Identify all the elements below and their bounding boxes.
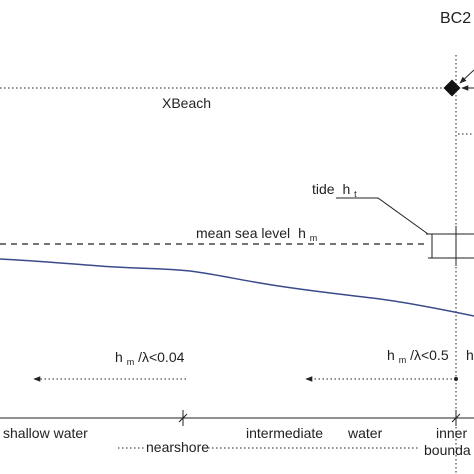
- msl-symbol: h: [298, 225, 306, 241]
- bc2-pointer-line: [459, 69, 474, 84]
- ratio-marker-dot: [454, 377, 458, 381]
- shallow-ratio-subscript: m: [127, 357, 135, 367]
- zone-nearshore: nearshore: [146, 439, 209, 455]
- msl-label: mean sea level h m: [196, 225, 317, 243]
- zone-inner: inner: [436, 425, 467, 441]
- intermediate-ratio-label: h m /λ<0.5: [387, 347, 449, 366]
- zone-shallow-water: shallow water: [3, 425, 88, 441]
- tide-leader-line: [336, 197, 429, 235]
- tide-text: tide: [312, 181, 335, 197]
- msl-subscript: m: [310, 233, 318, 243]
- bc2-diamond-marker: [443, 79, 461, 97]
- intermediate-ratio-subscript: m: [399, 355, 407, 365]
- right-ratio-partial: h: [466, 347, 474, 363]
- zone-boundary: bounda: [424, 442, 471, 458]
- intermediate-ratio-value: /λ<0.5: [410, 347, 449, 363]
- shallow-ratio-value: /λ<0.04: [138, 349, 185, 365]
- xbeach-label: XBeach: [162, 95, 211, 111]
- shallow-ratio-label: h m /λ<0.04: [115, 349, 185, 368]
- intermediate-ratio-symbol: h: [387, 347, 395, 363]
- shallow-ratio-symbol: h: [115, 349, 123, 365]
- zone-tick-nearshore-slash: [178, 413, 188, 423]
- tide-symbol: h: [342, 181, 350, 197]
- bc2-label: BC2: [440, 10, 471, 27]
- zone-tick-boundary-slash: [451, 413, 461, 423]
- seabed-profile-line: [0, 258, 474, 317]
- msl-text: mean sea level: [196, 225, 290, 241]
- zone-intermediate-word: intermediate: [246, 425, 323, 441]
- tide-subscript: t: [354, 189, 357, 199]
- zone-water-word: water: [347, 425, 383, 441]
- tide-label: tide h t: [312, 181, 357, 199]
